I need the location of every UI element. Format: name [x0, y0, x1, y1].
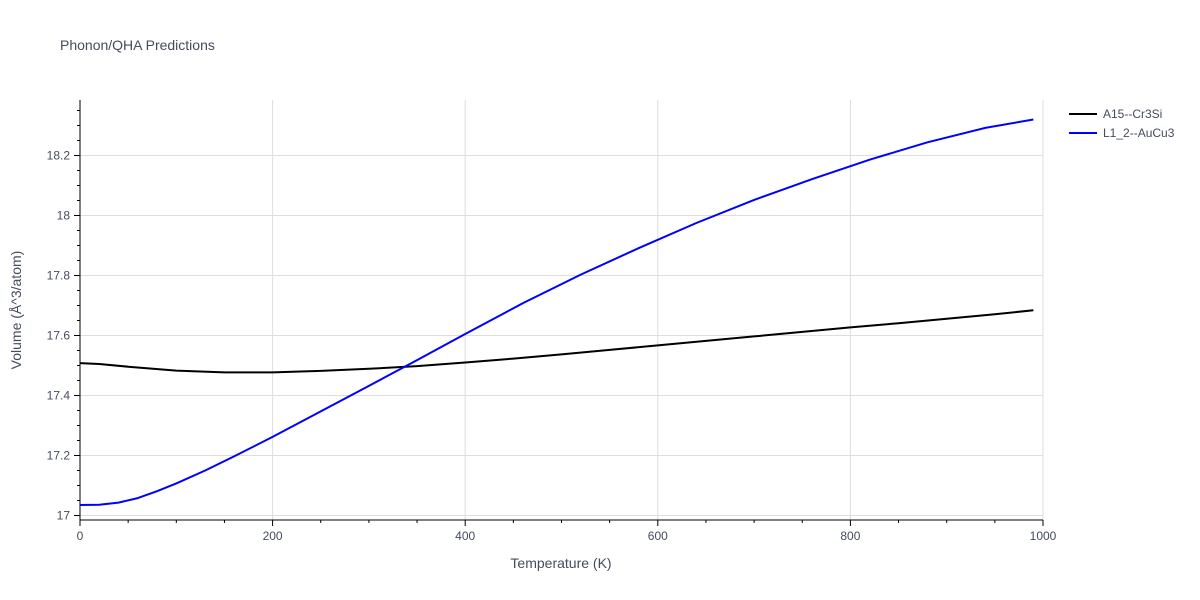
x-tick-label: 400	[455, 529, 475, 543]
y-tick-label: 17.8	[47, 269, 71, 283]
grid	[80, 100, 1044, 520]
series-line-0	[79, 309, 1034, 374]
x-axis-title: Temperature (K)	[510, 555, 611, 571]
x-tick-label: 200	[263, 529, 283, 543]
legend-label: A15--Cr3Si	[1103, 107, 1162, 121]
y-tick-label: 17.6	[47, 329, 71, 343]
y-tick-label: 17.2	[47, 449, 71, 463]
y-tick-label: 18.2	[47, 149, 71, 163]
y-axis-title: Volume (Å^3/atom)	[8, 251, 24, 370]
x-tick-label: 600	[648, 529, 668, 543]
legend-label: L1_2--AuCu3	[1103, 126, 1175, 140]
legend-item[interactable]: A15--Cr3Si	[1069, 107, 1162, 121]
x-tick-label: 1000	[1030, 529, 1057, 543]
y-tick-label: 17.4	[47, 389, 71, 403]
legend[interactable]: A15--Cr3Si L1_2--AuCu3	[1069, 107, 1175, 140]
x-tick-label: 0	[77, 529, 84, 543]
x-tick-label: 800	[840, 529, 860, 543]
chart-title: Phonon/QHA Predictions	[60, 37, 215, 53]
axes: 0 200 400 600 800 1000 17 17.2 17.4 17.6 17.8 18 18.…	[47, 100, 1057, 543]
series-line-1	[79, 118, 1034, 506]
y-tick-label: 17	[57, 509, 71, 523]
series-layer	[79, 118, 1034, 506]
legend-item[interactable]: L1_2--AuCu3	[1069, 126, 1175, 140]
y-tick-label: 18	[57, 209, 71, 223]
